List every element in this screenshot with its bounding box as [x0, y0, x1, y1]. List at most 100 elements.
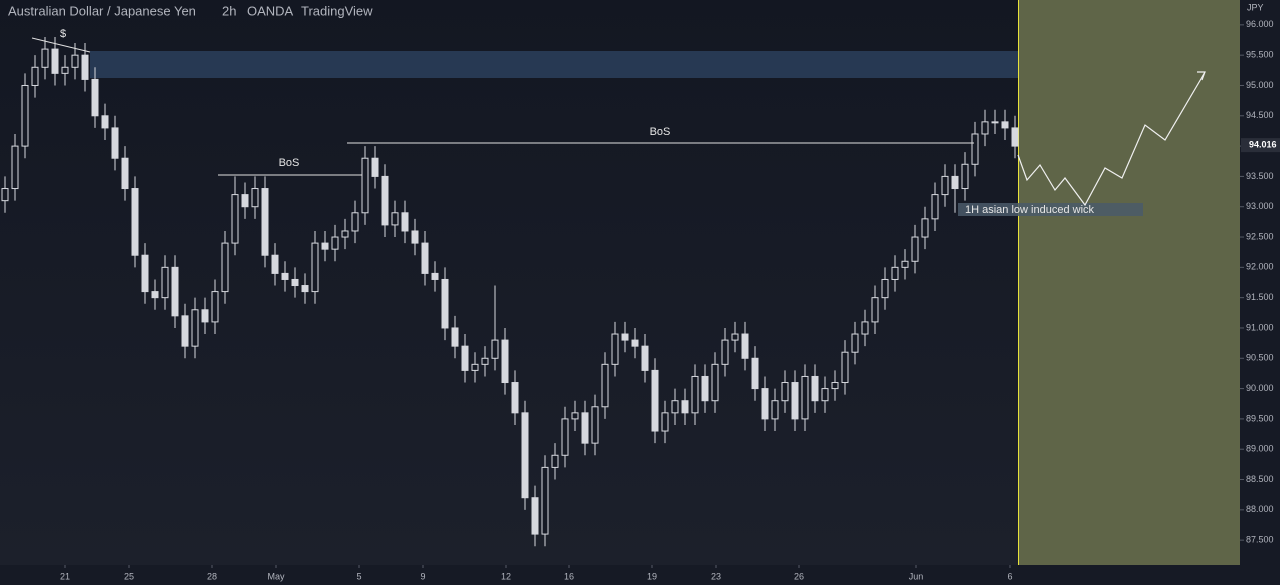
time-axis: [0, 565, 1240, 585]
y-tick-label: 93.500: [1246, 171, 1274, 181]
candle-body: [451, 327, 459, 347]
candle-body: [741, 333, 749, 359]
candle-body: [931, 194, 939, 220]
candle-body: [171, 266, 179, 317]
y-tick-label: 92.000: [1246, 262, 1274, 272]
candle-body: [881, 278, 889, 299]
candle-body: [821, 388, 829, 402]
candle-body: [961, 163, 969, 190]
candle-body: [91, 78, 99, 117]
candle-body: [271, 254, 279, 274]
candle-body: [261, 188, 269, 256]
annotation: BoS: [650, 126, 671, 138]
candle-body: [601, 363, 609, 408]
candle-body: [801, 375, 809, 420]
price-axis: [1240, 0, 1280, 585]
candle-body: [221, 242, 229, 293]
candle-body: [571, 412, 579, 420]
source: TradingView: [301, 3, 373, 18]
y-tick-label: 89.500: [1246, 413, 1274, 423]
candle-body: [691, 375, 699, 414]
candle-body: [791, 382, 799, 420]
x-tick-label: 9: [420, 571, 425, 581]
candle-body: [521, 412, 529, 499]
y-tick-label: 96.000: [1246, 19, 1274, 29]
candle-body: [921, 218, 929, 238]
x-tick-label: Jun: [909, 571, 924, 581]
y-tick-label: 95.000: [1246, 80, 1274, 90]
candle-body: [511, 382, 519, 414]
y-tick-label: 95.500: [1246, 50, 1274, 60]
candle-body: [251, 188, 259, 208]
candle-body: [751, 357, 759, 390]
candle-body: [161, 266, 169, 299]
candle-body: [621, 333, 629, 341]
y-tick-label: 88.000: [1246, 504, 1274, 514]
x-tick-label: 16: [564, 571, 574, 581]
candle-body: [951, 175, 959, 190]
candle-body: [561, 418, 569, 456]
candle-body: [641, 345, 649, 371]
projection-zone: [1018, 0, 1240, 565]
candle-body: [481, 357, 489, 365]
candle-body: [651, 369, 659, 432]
candle-body: [431, 272, 439, 280]
candle-body: [671, 400, 679, 414]
candle-body: [681, 400, 689, 414]
x-tick-label: 19: [647, 571, 657, 581]
candle-body: [531, 497, 539, 535]
candle-body: [121, 157, 129, 190]
x-tick-label: 23: [711, 571, 721, 581]
y-tick-label: 91.500: [1246, 292, 1274, 302]
candle-body: [361, 157, 369, 214]
candle-body: [331, 236, 339, 250]
y-tick-label: 93.000: [1246, 201, 1274, 211]
exchange: OANDA: [247, 3, 294, 18]
candle-body: [541, 466, 549, 535]
candle-body: [461, 345, 469, 371]
last-price-box: [1241, 138, 1280, 153]
annotation: 1H asian low induced wick: [965, 204, 1095, 216]
candle-body: [911, 236, 919, 262]
candle-body: [661, 412, 669, 432]
x-tick-label: 12: [501, 571, 511, 581]
x-tick-label: 25: [124, 571, 134, 581]
y-tick-label: 90.500: [1246, 353, 1274, 363]
x-tick-label: 5: [356, 571, 361, 581]
candle-body: [891, 266, 899, 280]
candle-body: [411, 230, 419, 244]
candle-body: [471, 363, 479, 371]
candle-body: [71, 54, 79, 68]
interval: 2h: [222, 3, 236, 18]
x-tick-label: May: [267, 571, 285, 581]
candle-body: [831, 382, 839, 390]
candle-body: [841, 351, 849, 384]
x-tick-label: 28: [207, 571, 217, 581]
x-tick-label: 26: [794, 571, 804, 581]
arrow-head: [1197, 71, 1206, 81]
candle-body: [311, 242, 319, 293]
candle-body: [341, 230, 349, 238]
candle-body: [101, 115, 109, 129]
candle-body: [321, 242, 329, 250]
candle-body: [391, 212, 399, 226]
candle-body: [771, 400, 779, 420]
candle-body: [591, 406, 599, 444]
candle-body: [401, 212, 409, 232]
y-tick-label: 87.500: [1246, 535, 1274, 545]
liquidity-line: [31, 37, 91, 53]
candle-body: [141, 254, 149, 293]
candle-body: [721, 339, 729, 365]
candle-body: [1, 188, 9, 202]
candle-body: [281, 272, 289, 280]
candle-body: [181, 315, 189, 347]
candle-body: [421, 242, 429, 274]
annotation: $: [60, 28, 66, 40]
candle-body: [491, 339, 499, 359]
candle-body: [711, 363, 719, 402]
candle-body: [991, 121, 999, 124]
candle-body: [301, 285, 309, 293]
candle-body: [381, 175, 389, 226]
axis-unit: JPY: [1247, 2, 1264, 12]
candle-body: [211, 291, 219, 323]
